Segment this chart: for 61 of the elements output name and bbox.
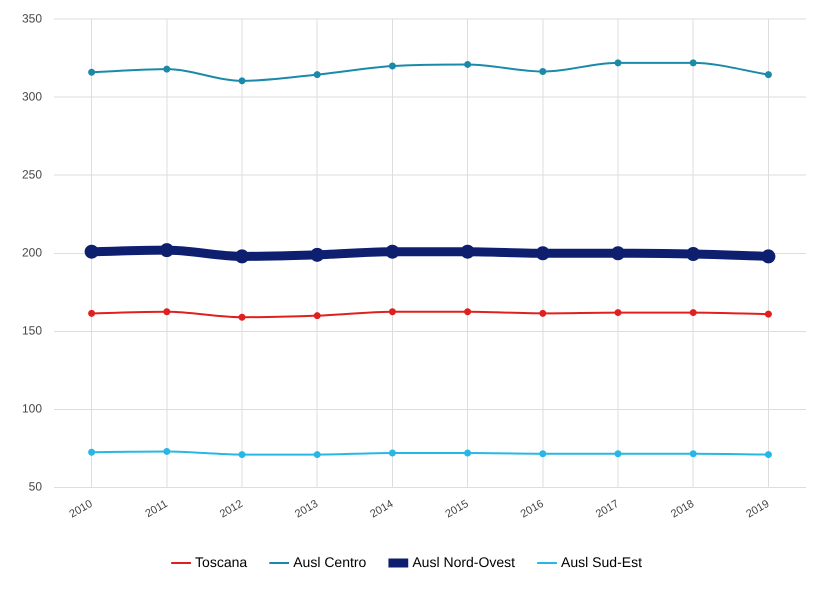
point [464, 60, 472, 68]
point [539, 450, 546, 458]
point [163, 448, 170, 455]
point [88, 310, 96, 317]
point [539, 68, 546, 75]
y-tick-label: 50 [28, 480, 42, 494]
point [536, 246, 550, 260]
legend-label: Ausl Nord-Ovest [412, 554, 516, 570]
point [385, 244, 400, 259]
point [88, 448, 96, 456]
x-tick-label: 2013 [293, 498, 320, 521]
y-tick-label: 350 [22, 12, 42, 26]
point [761, 249, 776, 264]
x-tick-label: 2017 [594, 498, 622, 521]
point [460, 244, 475, 259]
point [764, 71, 772, 78]
point [764, 451, 772, 458]
x-tick-label: 2018 [669, 498, 696, 521]
y-tick-label: 150 [22, 324, 42, 338]
point [764, 310, 772, 318]
point [690, 59, 697, 66]
point [686, 247, 700, 262]
y-tick-label: 300 [22, 90, 42, 104]
point [464, 308, 472, 316]
point [690, 450, 697, 458]
point [88, 68, 96, 76]
x-tick-label: 2019 [744, 498, 772, 521]
point [235, 249, 250, 264]
y-tick-label: 100 [22, 402, 42, 416]
point [310, 248, 324, 262]
x-tick-label: 2014 [368, 498, 396, 521]
point [238, 451, 246, 458]
point [614, 59, 622, 66]
point [464, 450, 472, 457]
point [238, 77, 246, 84]
point [388, 450, 396, 457]
point [614, 450, 622, 458]
point [614, 309, 622, 316]
point [388, 62, 396, 70]
point [163, 308, 170, 316]
x-tick-label: 2016 [518, 498, 546, 521]
x-tick-label: 2012 [218, 498, 246, 521]
x-tick-label: 2011 [143, 498, 170, 520]
x-tick-label: 2010 [67, 498, 95, 521]
point [84, 244, 99, 259]
point [539, 310, 546, 317]
x-tick-label: 2015 [443, 498, 471, 521]
point [238, 314, 246, 321]
legend-label: Toscana [195, 554, 248, 570]
y-tick-label: 200 [22, 246, 42, 260]
legend-label: Ausl Sud-Est [561, 554, 642, 570]
point [314, 71, 321, 78]
point [314, 451, 321, 458]
point [163, 66, 170, 73]
point [314, 312, 321, 320]
point [160, 243, 174, 258]
point [690, 309, 697, 316]
legend-label: Ausl Centro [293, 554, 367, 570]
point [388, 308, 396, 316]
point [611, 246, 626, 260]
y-tick-label: 250 [22, 168, 42, 182]
